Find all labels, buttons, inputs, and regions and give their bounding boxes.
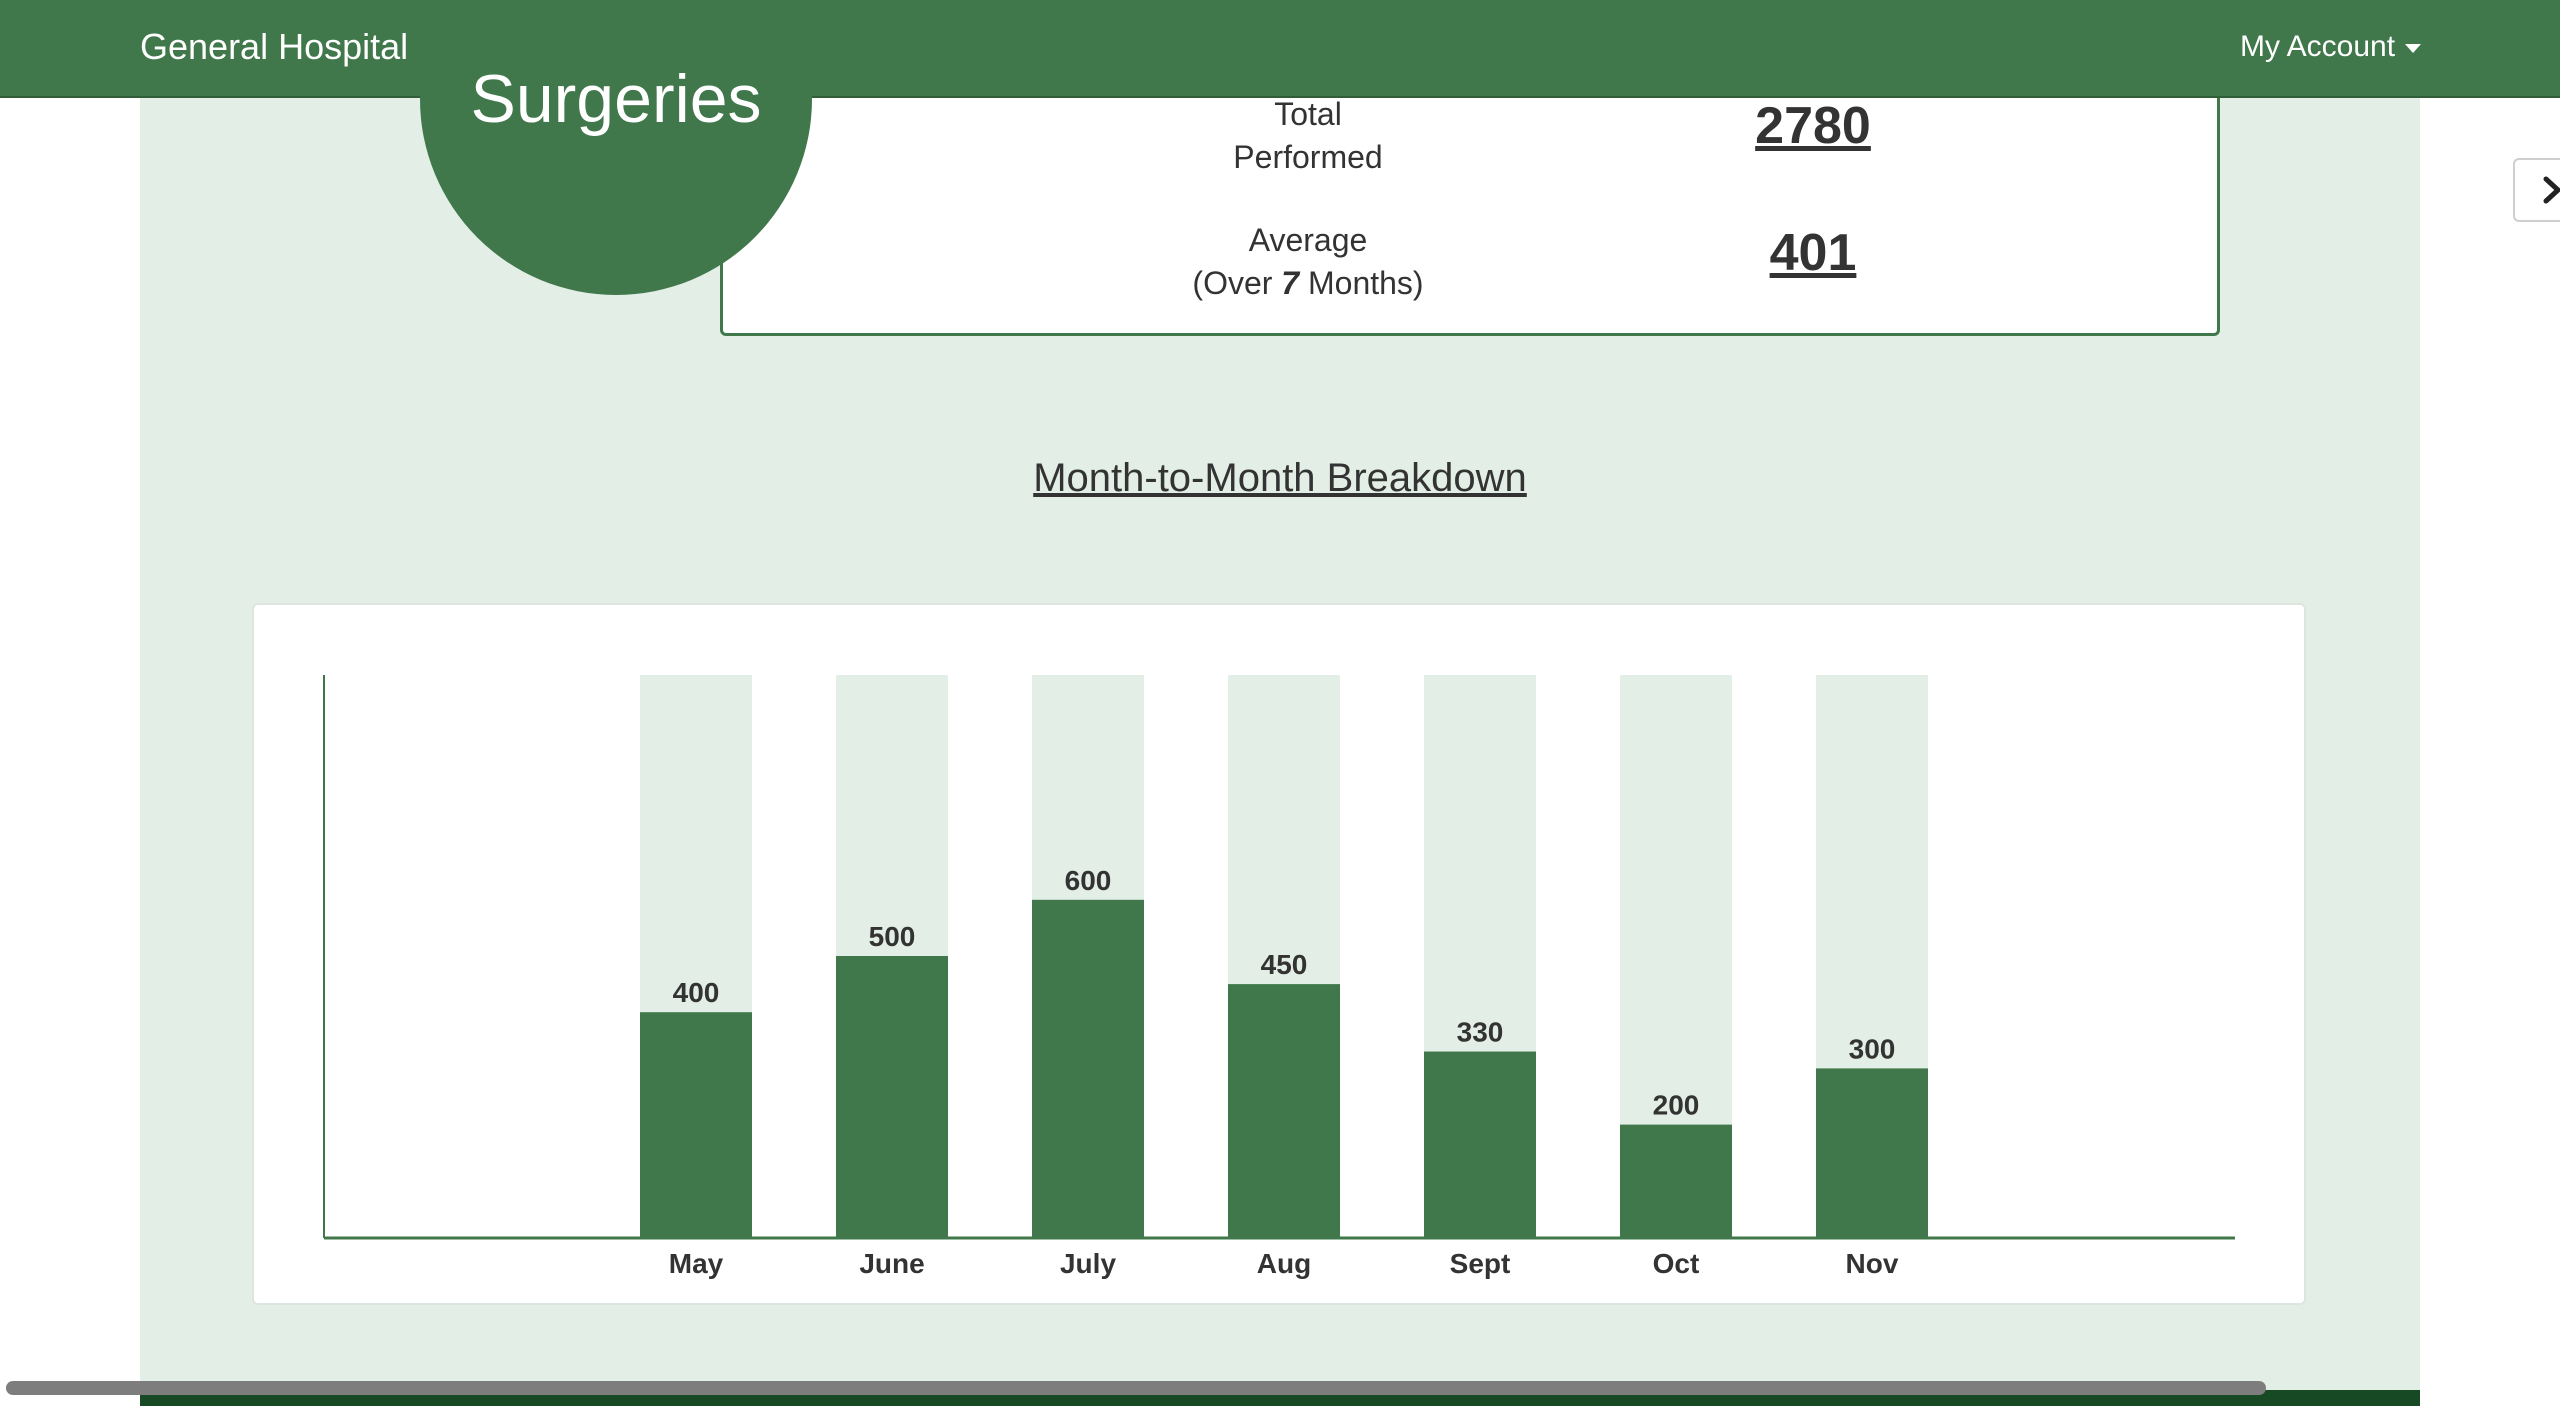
bar-value-label: 450 xyxy=(1261,949,1308,980)
x-tick-label: Oct xyxy=(1653,1248,1700,1279)
bar-value-label: 500 xyxy=(869,921,916,952)
breakdown-title: Month-to-Month Breakdown xyxy=(1033,456,1527,500)
bar xyxy=(1228,984,1340,1237)
summary-card: Total Performed 2780 Average (Over 7 Mon… xyxy=(720,96,2560,336)
x-tick-label: July xyxy=(1060,1248,1116,1279)
bar xyxy=(1032,899,1144,1237)
bar xyxy=(1424,1051,1536,1237)
total-performed-value[interactable]: 2780 xyxy=(1755,97,1871,155)
total-label-line1: Total xyxy=(1274,96,1342,132)
average-label-line2: (Over 7 Months) xyxy=(1158,262,1458,305)
brand-title[interactable]: General Hospital xyxy=(140,26,409,67)
x-tick-label: Aug xyxy=(1257,1248,1311,1279)
bar xyxy=(836,956,948,1237)
bar-value-label: 300 xyxy=(1849,1033,1896,1064)
bar-value-label: 600 xyxy=(1065,865,1112,896)
surgeries-title: Surgeries xyxy=(470,61,762,137)
total-performed-label: Total Performed xyxy=(1158,93,1458,179)
next-button[interactable] xyxy=(2513,158,2560,222)
chart-card: 400 May 500 June 600 July 450 Aug 330 Sept 200 Oct 3… xyxy=(252,603,2306,1305)
caret-down-icon xyxy=(2405,43,2422,53)
x-tick-label: May xyxy=(669,1248,724,1279)
horizontal-scrollbar[interactable] xyxy=(0,1376,2560,1406)
average-value[interactable]: 401 xyxy=(1769,224,1857,282)
average-months: 7 xyxy=(1281,265,1300,301)
bar-value-label: 400 xyxy=(673,977,720,1008)
my-account-menu[interactable]: My Account xyxy=(2240,30,2422,64)
x-tick-label: Sept xyxy=(1450,1248,1511,1279)
bar xyxy=(1620,1124,1732,1237)
average-label: Average (Over 7 Months) xyxy=(1158,219,1458,305)
chevron-right-icon xyxy=(2543,176,2560,204)
average-suffix: Months) xyxy=(1299,265,1424,301)
month-bar-chart: 400 May 500 June 600 July 450 Aug 330 Sept 200 Oct 3… xyxy=(323,675,2235,1279)
average-label-line1: Average xyxy=(1248,222,1368,258)
my-account-label: My Account xyxy=(2240,30,2396,63)
surgeries-circle: Surgeries xyxy=(420,0,812,295)
average-prefix: (Over xyxy=(1192,265,1282,301)
top-navbar: General Hospital My Account xyxy=(0,0,2560,98)
scrollbar-thumb[interactable] xyxy=(6,1381,2266,1395)
x-tick-label: Nov xyxy=(1846,1248,1899,1279)
surgeries-panel: Total Performed 2780 Average (Over 7 Mon… xyxy=(140,0,2560,1396)
bar xyxy=(640,1012,752,1237)
bar-value-label: 330 xyxy=(1457,1017,1504,1048)
x-tick-label: June xyxy=(859,1248,924,1279)
total-label-line2: Performed xyxy=(1233,139,1383,175)
bar-value-label: 200 xyxy=(1653,1090,1700,1121)
bar xyxy=(1816,1068,1928,1237)
